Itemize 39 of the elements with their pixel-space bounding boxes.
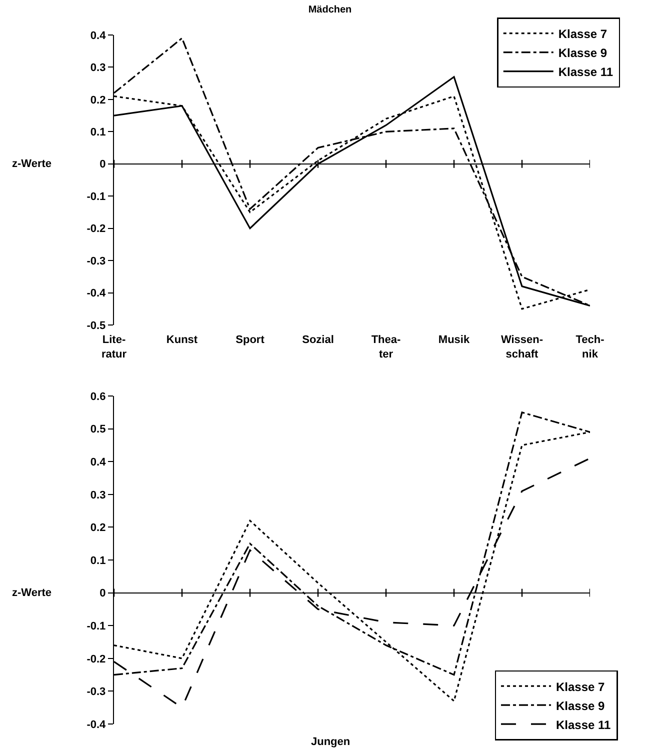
x-tick-label: Kunst (166, 334, 198, 346)
legend-label: Klasse 9 (558, 46, 608, 60)
y-tick-label: -0.4 (86, 288, 107, 300)
legend-label: Klasse 11 (558, 64, 614, 79)
y-tick-label: 0 (100, 588, 106, 600)
x-tick-label: Musik (438, 334, 470, 346)
legend-label: Klasse 7 (558, 26, 608, 41)
y-tick-label: 0.2 (90, 94, 106, 106)
x-tick-label: Tech- nik (576, 334, 605, 360)
y-tick-label: 0.3 (90, 489, 106, 502)
y-tick-label: -0.2 (86, 223, 106, 236)
y-tick-label: 0.1 (90, 554, 106, 567)
y-tick-label: 0 (100, 158, 106, 171)
y-tick-label: 0.3 (90, 62, 106, 74)
y-tick-label: -0.4 (86, 718, 107, 731)
text: Jungen (311, 736, 350, 748)
y-axis-title: z-Werte (12, 587, 52, 599)
legend-label: Klasse 9 (556, 698, 606, 713)
x-tick-label: Sport (236, 334, 265, 346)
chart-title: Mädchen (308, 4, 352, 16)
legend-label: Klasse 11 (556, 718, 612, 732)
y-tick-label: 0.4 (90, 456, 107, 468)
x-tick-label: Lite- ratur (101, 334, 128, 360)
y-tick-label: -0.2 (86, 653, 106, 666)
x-tick-label: Thea- ter (371, 334, 401, 360)
y-tick-label: 0.1 (90, 126, 106, 139)
x-tick-label: Wissen- schaft (500, 334, 544, 360)
legend-label: Klasse 7 (556, 680, 606, 694)
y-tick-label: -0.3 (86, 255, 106, 268)
y-axis-title: z-Werte (12, 158, 52, 170)
y-tick-label: -0.3 (86, 686, 106, 698)
y-tick-label: 0.6 (90, 390, 106, 403)
y-tick-label: 0.2 (90, 522, 106, 534)
y-tick-label: -0.1 (86, 190, 106, 203)
x-tick-label: Sozial (302, 334, 334, 346)
y-tick-label: 0.5 (90, 424, 106, 436)
y-tick-label: -0.1 (86, 620, 106, 632)
y-tick-label: 0.4 (90, 30, 107, 42)
y-tick-label: -0.5 (86, 320, 106, 332)
